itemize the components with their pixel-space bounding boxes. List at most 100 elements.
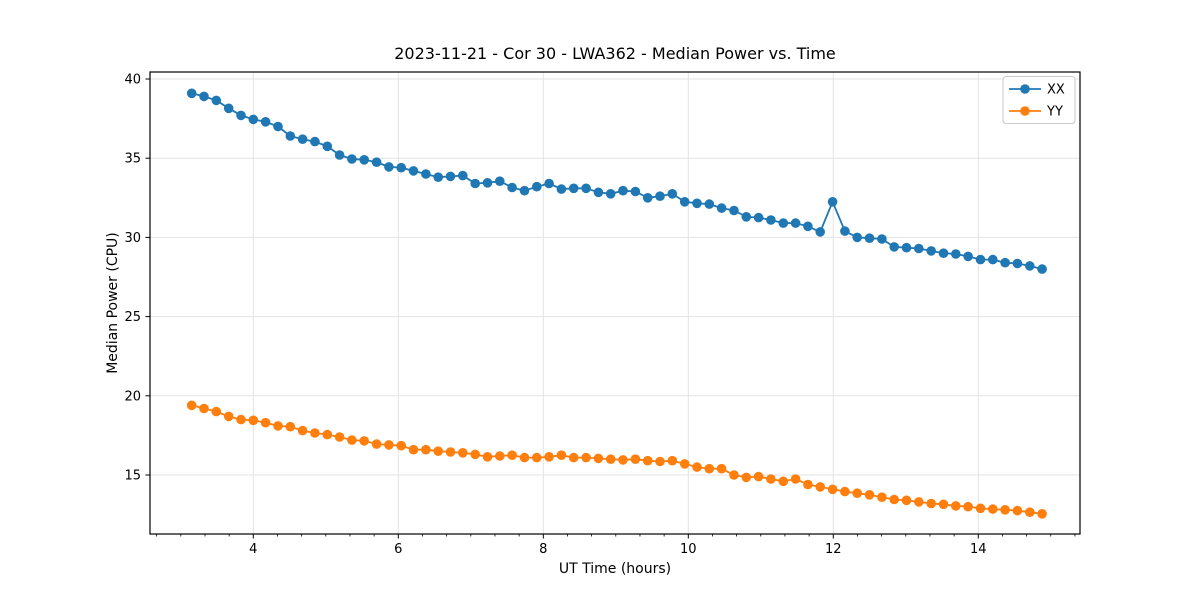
series-yy-point	[310, 428, 320, 438]
series-yy-point	[334, 432, 345, 442]
series-xx-point	[310, 136, 320, 147]
y-tick-label: 30	[124, 231, 141, 246]
legend-label: XX	[1047, 83, 1065, 98]
series-yy-point	[1012, 505, 1023, 516]
series-yy-point	[359, 436, 370, 446]
series-yy-point	[458, 448, 468, 458]
series-xx-point	[322, 141, 333, 152]
series-yy-point	[285, 421, 296, 432]
series-xx-point	[938, 248, 949, 258]
plot-border	[149, 71, 1081, 535]
series-xx-point	[901, 242, 912, 253]
series-xx-point	[1000, 257, 1010, 268]
series-xx-point	[532, 181, 542, 192]
series-xx-point	[803, 221, 813, 232]
series-yy-point	[938, 499, 949, 510]
series-xx-point	[445, 171, 456, 182]
series-yy-point	[605, 454, 616, 465]
series-xx-point	[692, 198, 702, 209]
series-yy-point	[1000, 505, 1010, 515]
series-xx-point	[223, 103, 234, 114]
series-xx-point	[236, 110, 246, 121]
series-yy-point	[186, 400, 197, 411]
x-tick-label: 4	[249, 542, 257, 557]
series-yy-point	[1025, 507, 1035, 517]
series-yy-point	[223, 411, 234, 422]
series-xx-point	[384, 162, 394, 172]
series-yy-point	[470, 449, 481, 460]
series-xx-point	[334, 150, 345, 160]
series-xx-point	[544, 178, 554, 189]
series-yy-point	[741, 472, 752, 483]
series-yy-point	[840, 486, 850, 497]
series-yy-point	[889, 494, 899, 505]
series-yy-point	[544, 452, 554, 462]
series-yy-point	[1037, 509, 1047, 519]
series-yy-point	[790, 474, 801, 484]
series-yy-point	[642, 455, 653, 466]
series-yy-point	[864, 490, 875, 500]
series-yy-point	[556, 450, 567, 461]
series-yy-point	[630, 454, 641, 465]
series-xx-point	[1012, 258, 1023, 269]
series-yy-point	[507, 450, 517, 461]
series-yy-point	[766, 474, 776, 484]
y-tick-label: 20	[124, 389, 141, 404]
series-yy-point	[963, 501, 973, 512]
series-yy-point	[384, 440, 394, 450]
series-xx-point	[926, 246, 936, 256]
chart-title: 2023-11-21 - Cor 30 - LWA362 - Median Po…	[394, 44, 836, 63]
series-xx-point	[877, 234, 887, 244]
series-yy-point	[901, 495, 912, 506]
series-xx-point	[593, 187, 604, 198]
series-yy-point	[236, 414, 246, 425]
series-xx-point	[790, 218, 801, 228]
series-yy-point	[827, 484, 838, 495]
legend-label: YY	[1046, 105, 1063, 120]
series-xx-point	[470, 178, 481, 189]
series-xx-point	[458, 170, 468, 181]
series-yy-point	[914, 497, 924, 507]
series-xx-point	[679, 197, 690, 207]
series-yy-point	[433, 446, 444, 457]
series-xx-point	[581, 183, 591, 194]
series-xx-point	[630, 186, 641, 197]
series-yy-line	[191, 404, 1043, 515]
series-yy-point	[815, 482, 825, 492]
series-xx-point	[421, 169, 431, 179]
series-xx-point	[852, 232, 862, 243]
series-yy-point	[975, 503, 986, 514]
series-xx-point	[951, 249, 961, 259]
series-yy-point	[679, 459, 690, 469]
y-tick-label: 35	[124, 152, 141, 167]
series-xx-point	[359, 155, 370, 165]
series-yy-point	[408, 444, 419, 455]
series-yy-point	[273, 421, 283, 431]
series-xx-line	[191, 92, 1043, 270]
series-yy-point	[532, 452, 542, 463]
series-yy-point	[877, 492, 887, 503]
series-xx-point	[211, 95, 222, 106]
series-yy-point	[988, 504, 998, 514]
y-tick-label: 25	[124, 310, 141, 325]
series-yy-point	[297, 425, 308, 436]
series-yy-point	[655, 456, 665, 467]
series-xx-point	[914, 243, 924, 254]
x-tick-label: 10	[680, 542, 697, 557]
series-xx-point	[495, 176, 505, 186]
series-xx-point	[519, 185, 530, 196]
series-yy-point	[396, 440, 407, 451]
series-xx-point	[433, 172, 444, 182]
series-xx-point	[827, 197, 838, 207]
series-yy-point	[778, 476, 789, 487]
series-yy-point	[852, 488, 862, 499]
series-xx-point	[618, 185, 628, 196]
series-xx-point	[297, 134, 308, 144]
x-tick-label: 14	[970, 542, 987, 557]
series-xx-point	[778, 218, 789, 228]
series-yy-point	[371, 439, 382, 449]
series-yy-point	[618, 455, 628, 465]
series-yy-point	[803, 479, 813, 490]
